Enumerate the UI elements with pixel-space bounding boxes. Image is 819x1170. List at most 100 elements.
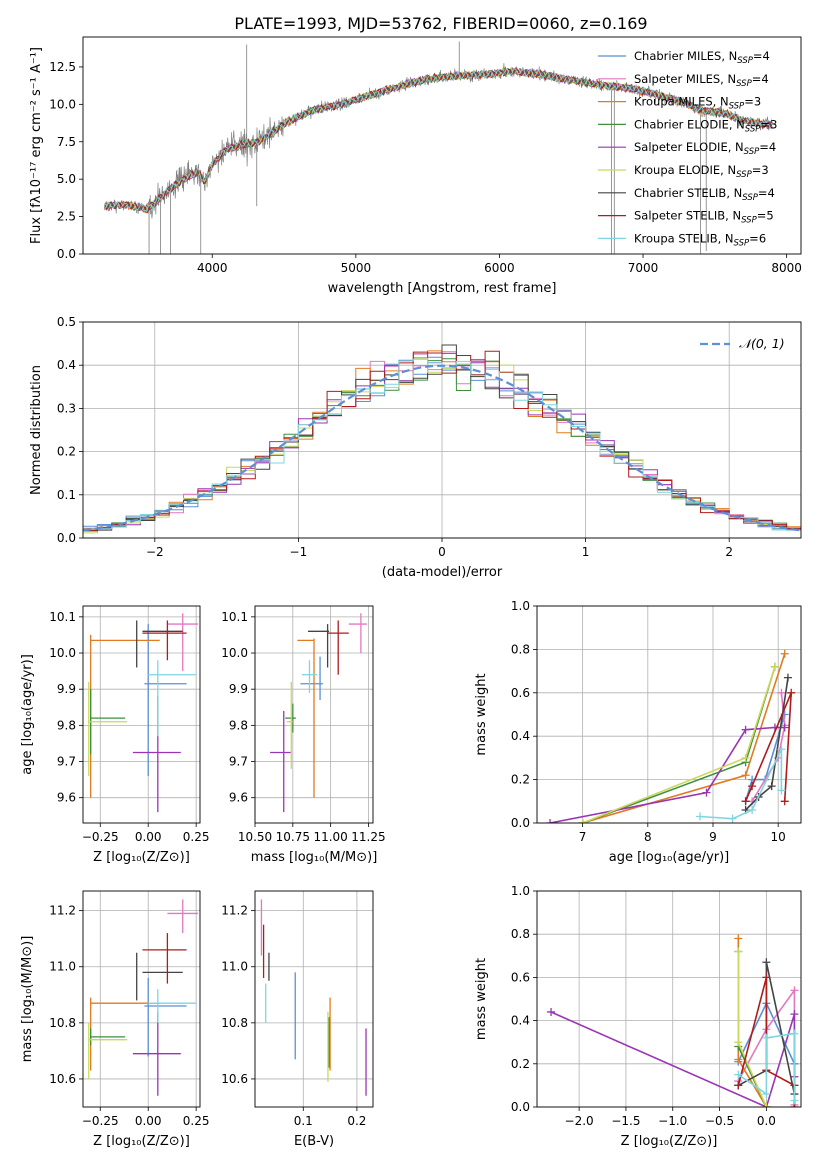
errorbar-kroupa-stelib — [148, 660, 197, 737]
series-point — [780, 797, 789, 806]
series-kroupa-stelib — [695, 745, 786, 823]
series-point — [734, 1055, 743, 1064]
massweight-age-plot-area — [546, 649, 796, 823]
legend-nssp-eq: = — [758, 186, 768, 200]
legend-nssp-value: 3 — [770, 117, 777, 131]
legend-nssp-prefix: , N — [721, 49, 737, 63]
massweight-z-xtick-label: −0.5 — [705, 1114, 734, 1128]
legend-model-name: Kroupa STELIB — [634, 231, 718, 245]
residuals-xtick-label: 2 — [725, 545, 733, 559]
legend-nssp-eq: = — [757, 209, 767, 223]
spectrum-ytick-label: 7.5 — [57, 135, 76, 149]
series-point — [770, 662, 779, 671]
massweight-z-ytick-label: 0.4 — [511, 1014, 530, 1028]
legend-model-name: Kroupa MILES — [634, 95, 713, 109]
age-z-plot-area — [88, 613, 199, 813]
series-point — [777, 745, 786, 754]
legend-nssp-subscript: SSP — [736, 79, 752, 89]
mass-ebv-xlabel: E(B-V) — [294, 1134, 334, 1149]
massweight-age-axes: 7 8 9 10 0.0 0.2 0.4 0.6 0.8 1.0 age [log₁₀(age/yr… — [474, 599, 802, 865]
massweight-z-xtick-label: −1.5 — [611, 1114, 640, 1128]
series-line — [744, 714, 786, 802]
spectrum-model-salpeter-stelib — [104, 67, 773, 214]
mass-z-xtick-label: 0.00 — [135, 1114, 162, 1128]
legend-entry: Kroupa MILES, NSSP=3 — [634, 95, 761, 112]
age-mass-ytick-label: 9.9 — [229, 682, 248, 696]
residuals-frame — [82, 321, 802, 539]
residuals-ytick-label: 0.0 — [57, 531, 76, 545]
mass-ebv-grid — [255, 891, 373, 1107]
legend-nssp-eq: = — [752, 72, 762, 86]
residuals-xtick-label: 0 — [438, 545, 446, 559]
age-z-panel: −0.25 0.00 0.25 9.6 9.7 9.8 9.9 10.0 10.1 Z [log₁… — [20, 605, 210, 865]
series-point — [787, 688, 796, 697]
residuals-ytick-label: 0.1 — [57, 488, 76, 502]
massweight-age-panel: 7 8 9 10 0.0 0.2 0.4 0.6 0.8 1.0 age [log₁₀(age/yr… — [474, 599, 802, 865]
massweight-age-xtick-label: 10 — [771, 830, 786, 844]
series-point — [741, 771, 750, 780]
legend-nssp-subscript: SSP — [737, 56, 753, 66]
age-z-frame — [82, 605, 201, 824]
errorbar-chabrier-miles — [144, 977, 187, 1057]
legend-nssp-value: 6 — [759, 231, 766, 245]
errorbar-chabrier-stelib — [307, 624, 330, 668]
age-z-ytick-label: 9.6 — [57, 791, 76, 805]
spectrum-xtick-label: 5000 — [341, 261, 372, 275]
mass-ebv-ytick-label: 11.0 — [221, 960, 248, 974]
spectrum-xlabel: wavelength [Angstrom, rest frame] — [328, 281, 557, 296]
age-mass-xtick-label: 11.25 — [351, 830, 385, 844]
series-point — [790, 1010, 799, 1019]
legend-entry: Chabrier ELODIE, NSSP=3 — [634, 117, 777, 134]
legend-nssp-prefix: , N — [729, 117, 745, 131]
series-point — [728, 814, 737, 823]
age-mass-axes: 10.50 10.75 11.00 11.25 9.6 9.7 9.8 9.9 10.0 10.1… — [221, 605, 386, 865]
spectrum-frame — [82, 36, 802, 255]
series-kroupa-elodie — [734, 947, 771, 1107]
age-z-xtick-label: −0.25 — [82, 830, 119, 844]
errorbar-salpeter-stelib — [142, 933, 187, 984]
legend-nssp-value: 3 — [761, 163, 768, 177]
massweight-z-ytick-label: 0.6 — [511, 970, 530, 984]
spectrum-xtick-label: 7000 — [628, 261, 659, 275]
massweight-z-ytick-label: 0.8 — [511, 927, 530, 941]
errorbar-salpeter-elodie — [132, 1011, 181, 1096]
age-z-axes: −0.25 0.00 0.25 9.6 9.7 9.8 9.9 10.0 10.1 Z [log₁… — [20, 605, 210, 865]
legend-entry: Kroupa ELODIE, NSSP=3 — [634, 163, 769, 180]
mass-ebv-frame — [254, 890, 374, 1108]
spectrum-xtick-label: 4000 — [197, 261, 228, 275]
legend-nssp-eq: = — [753, 49, 763, 63]
massweight-age-xlabel: age [log₁₀(age/yr)] — [609, 850, 730, 865]
massweight-z-panel: −2.0 −1.5 −1.0 −0.5 0.0 0.0 0.2 0.4 0.6 0.8 1.0 Z [… — [474, 884, 802, 1149]
spectrum-xtick-label: 6000 — [484, 261, 515, 275]
legend-entry: Chabrier STELIB, NSSP=4 — [634, 186, 775, 203]
series-point — [547, 1007, 556, 1016]
legend-nssp-value: 5 — [766, 209, 773, 223]
mass-z-grid — [83, 891, 200, 1107]
errorbar-chabrier-elodie — [90, 1028, 126, 1046]
legend-entry: Kroupa STELIB, NSSP=6 — [634, 231, 766, 248]
massweight-age-frame — [536, 605, 802, 824]
mass-z-plot-area — [88, 899, 199, 1096]
spectrum-xtick-label: 8000 — [771, 261, 802, 275]
mass-ebv-ytick-label: 10.8 — [221, 1016, 248, 1030]
age-z-xtick-label: 0.25 — [183, 830, 210, 844]
legend-nssp-prefix: , N — [713, 95, 729, 109]
legend-nssp-eq: = — [760, 117, 770, 131]
errorbar-kroupa-stelib — [301, 660, 318, 693]
residuals-plot-area — [83, 344, 801, 534]
series-point — [762, 973, 771, 982]
age-z-ytick-label: 10.0 — [49, 646, 76, 660]
legend-nssp-subscript: SSP — [734, 238, 750, 248]
series-point — [741, 753, 750, 762]
age-mass-xtick-label: 10.75 — [276, 830, 310, 844]
spectrum-ytick-label: 5.0 — [57, 172, 76, 186]
massweight-z-plot-area — [547, 934, 799, 1107]
spectrum-ytick-label: 0.0 — [57, 247, 76, 261]
series-point — [741, 725, 750, 734]
mass-ebv-plot-area — [260, 899, 367, 1096]
series-line — [744, 692, 792, 802]
mass-z-xlabel: Z [log₁₀(Z/Z⊙)] — [93, 1134, 190, 1149]
mass-ebv-panel: 0.1 0.2 10.6 10.8 11.0 11.2 E(B-V) — [221, 890, 374, 1149]
legend-nssp-value: 4 — [761, 72, 768, 86]
